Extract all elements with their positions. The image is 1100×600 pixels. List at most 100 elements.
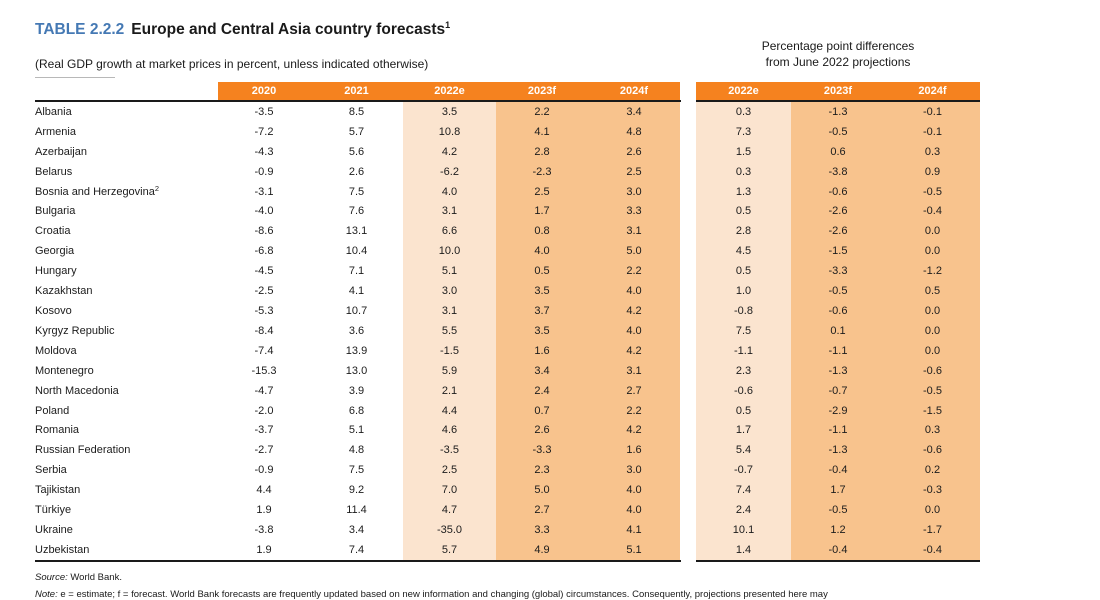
gdp-value-2023f: 0.5 (496, 261, 588, 282)
gdp-value-2022e: 5.5 (403, 320, 496, 341)
diff-value-2023f: -0.6 (791, 301, 885, 321)
table-gap (680, 102, 696, 122)
gdp-value-2022e: 10.8 (403, 121, 496, 142)
diff-value-2022e: 10.1 (696, 520, 791, 540)
gdp-value-2020: -3.8 (254, 523, 274, 536)
country-name: Romania (35, 424, 80, 437)
diff-value-2024f: -0.3 (885, 480, 980, 501)
gdp-value-2024f: 2.2 (588, 261, 680, 282)
gdp-value-2022e: 4.2 (403, 141, 496, 162)
gdp-value-2024f: 5.1 (588, 539, 680, 560)
gdp-value-2024f: 3.1 (588, 360, 680, 381)
gdp-value-2023f: 3.5 (496, 320, 588, 341)
gdp-value-2024f: 3.3 (588, 201, 680, 222)
table-row: Belarus -0.9 2.6 -6.2 -2.3 2.5 0.3 -3.8 0.9 (35, 161, 980, 182)
country-name: Montenegro (35, 364, 94, 377)
country-name: Georgia (35, 245, 75, 258)
gdp-value-2021: 3.6 (348, 324, 365, 337)
gdp-value-2021: 4.1 (348, 285, 365, 298)
gdp-value-2020: -7.2 (254, 125, 274, 138)
table-row: Romania -3.7 5.1 4.6 2.6 4.2 1.7 -1.1 0.3 (35, 420, 980, 441)
table-gap (680, 420, 696, 441)
gdp-value-2021: 13.9 (345, 344, 368, 357)
diff-value-2023f: -0.4 (791, 460, 885, 481)
gdp-value-2022e: -6.2 (403, 161, 496, 182)
gdp-value-2023f: 5.0 (496, 480, 588, 501)
diff-caption-line1: Percentage point differences (761, 39, 915, 53)
table-gap (680, 340, 696, 361)
diff-value-2024f: 0.0 (885, 301, 980, 321)
diff-value-2024f: 0.0 (885, 500, 980, 521)
gdp-value-2023f: 3.5 (496, 281, 588, 302)
table-gap (680, 480, 696, 501)
table-gap (680, 241, 696, 262)
diff-value-2022e: 2.8 (696, 221, 791, 242)
country-name: Ukraine (35, 523, 73, 536)
gdp-value-2021: 8.5 (348, 105, 365, 118)
gdp-value-2023f: 4.9 (496, 539, 588, 560)
table-body: Albania -3.5 8.5 3.5 2.2 3.4 0.3 -1.3 -0.1 Armeni… (35, 102, 980, 560)
gdp-value-2024f: 2.2 (588, 400, 680, 421)
source-text: World Bank. (70, 572, 122, 583)
diff-column-header-2023f: 2023f (791, 82, 885, 100)
gdp-value-2020: -3.7 (254, 424, 274, 437)
gdp-value-2022e: 5.7 (403, 539, 496, 560)
gdp-value-2020: -15.3 (251, 364, 277, 377)
gdp-value-2023f: 2.4 (496, 380, 588, 401)
diff-value-2023f: -0.7 (791, 380, 885, 401)
gdp-value-2021: 10.4 (345, 245, 368, 258)
gdp-value-2022e: 5.1 (403, 261, 496, 282)
table-gap (680, 500, 696, 521)
country-name: Moldova (35, 344, 77, 357)
table-number: TABLE 2.2.2 (35, 21, 125, 39)
gdp-value-2021: 7.1 (348, 265, 365, 278)
gdp-value-2021: 6.8 (348, 404, 365, 417)
gdp-value-2022e: 2.5 (403, 460, 496, 481)
diff-value-2023f: -0.4 (791, 539, 885, 560)
gdp-value-2023f: 0.7 (496, 400, 588, 421)
country-name: Armenia (35, 125, 76, 138)
diff-value-2022e: 1.4 (696, 539, 791, 560)
gdp-value-2020: -2.0 (254, 404, 274, 417)
note-label: Note: (35, 589, 58, 600)
bottom-rule-left (35, 560, 681, 562)
diff-value-2024f: 0.0 (885, 221, 980, 242)
table-gap (680, 261, 696, 282)
diff-value-2023f: -0.6 (791, 181, 885, 202)
gdp-value-2021: 3.4 (348, 523, 365, 536)
gdp-value-2024f: 4.2 (588, 301, 680, 321)
gdp-value-2024f: 5.0 (588, 241, 680, 262)
gdp-value-2023f: 2.5 (496, 181, 588, 202)
country-name: Croatia (35, 225, 71, 238)
country-name: North Macedonia (35, 384, 119, 397)
gdp-value-2020: -8.4 (254, 324, 274, 337)
diff-value-2023f: 1.7 (791, 480, 885, 501)
table-row: Georgia -6.8 10.4 10.0 4.0 5.0 4.5 -1.5 0.0 (35, 241, 980, 262)
gdp-value-2020: -2.7 (254, 444, 274, 457)
diff-value-2024f: 0.3 (885, 420, 980, 441)
gdp-value-2023f: 1.7 (496, 201, 588, 222)
gdp-value-2020: -7.4 (254, 344, 274, 357)
country-column-top-rule (35, 77, 115, 78)
diff-value-2023f: -2.9 (791, 400, 885, 421)
diff-value-2022e: -1.1 (696, 340, 791, 361)
table-gap (680, 520, 696, 540)
gdp-value-2024f: 3.0 (588, 460, 680, 481)
gdp-value-2020: 4.4 (256, 484, 272, 497)
gdp-value-2023f: 2.6 (496, 420, 588, 441)
gdp-value-2022e: -35.0 (403, 520, 496, 540)
gdp-value-2021: 4.8 (348, 444, 365, 457)
table-row: Albania -3.5 8.5 3.5 2.2 3.4 0.3 -1.3 -0.1 (35, 102, 980, 122)
diff-columns-caption: Percentage point differences from June 2… (696, 38, 980, 70)
diff-value-2023f: -3.3 (791, 261, 885, 282)
diff-value-2024f: -0.5 (885, 181, 980, 202)
diff-value-2024f: 0.9 (885, 161, 980, 182)
table-row: Montenegro -15.3 13.0 5.9 3.4 3.1 2.3 -1.3 -0.6 (35, 360, 980, 381)
country-name: Poland (35, 404, 70, 417)
table-gap (680, 360, 696, 381)
table-gap (680, 281, 696, 302)
diff-value-2024f: 0.3 (885, 141, 980, 162)
gdp-value-2024f: 3.1 (588, 221, 680, 242)
header-rule-left (35, 100, 681, 102)
